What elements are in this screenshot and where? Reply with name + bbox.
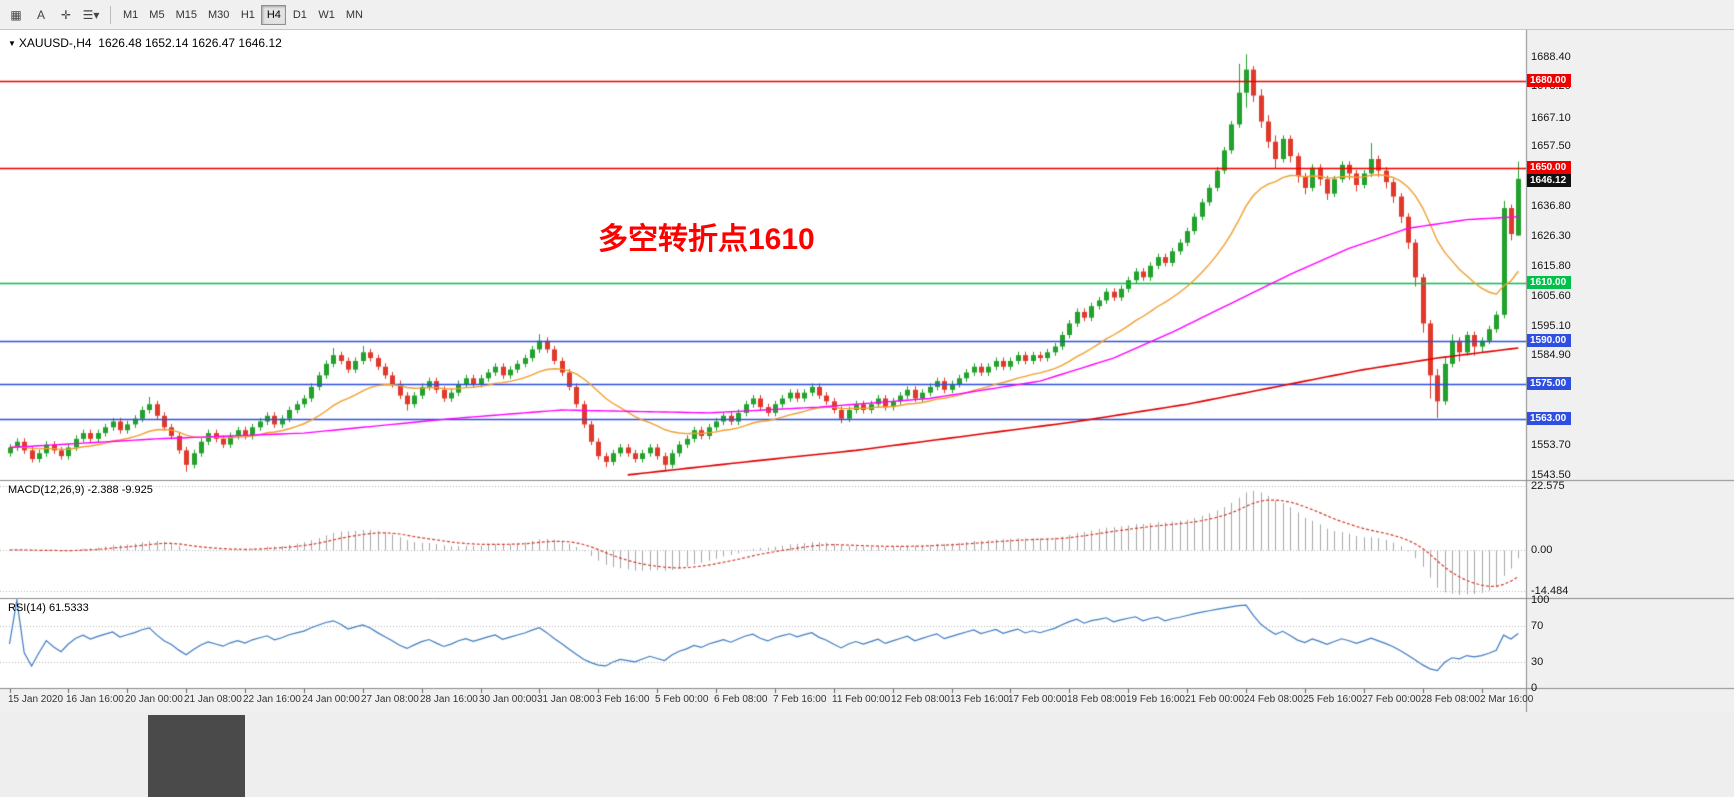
timeframe-button-m1[interactable]: M1	[123, 8, 139, 21]
timeframe-button-w1[interactable]: W1	[318, 8, 335, 21]
toolbar: ▦ A ✛ ☰▾ M1 M5 M15 M30 H1 H4 D1 W1 MN	[0, 0, 1734, 30]
taskbar-fragment[interactable]	[148, 715, 245, 797]
chart-grid-icon[interactable]: ▦	[10, 7, 22, 22]
timeframe-button-m5[interactable]: M5	[149, 8, 165, 21]
toolbar-separator	[110, 5, 111, 24]
crosshair-tool-icon[interactable]: ✛	[60, 7, 72, 22]
timeframe-button-m30[interactable]: M30	[207, 8, 230, 21]
timeframe-button-mn[interactable]: MN	[345, 8, 363, 21]
timeframe-button-h4[interactable]: H4	[261, 4, 287, 25]
timeframe-button-group: M1 M5 M15 M30 H1 H4 D1 W1 MN	[118, 4, 368, 25]
timeframe-button-d1[interactable]: D1	[292, 8, 307, 21]
text-label-icon[interactable]: A	[36, 7, 45, 22]
toolbar-icon-group: ▦ A ✛ ☰▾	[4, 4, 103, 26]
price-chart-canvas[interactable]	[0, 30, 1734, 712]
line-tools-dropdown-icon[interactable]: ☰▾	[82, 7, 100, 22]
timeframe-button-m15[interactable]: M15	[175, 8, 197, 21]
timeframe-button-h1[interactable]: H1	[240, 8, 255, 21]
bottom-strip	[0, 712, 1734, 797]
